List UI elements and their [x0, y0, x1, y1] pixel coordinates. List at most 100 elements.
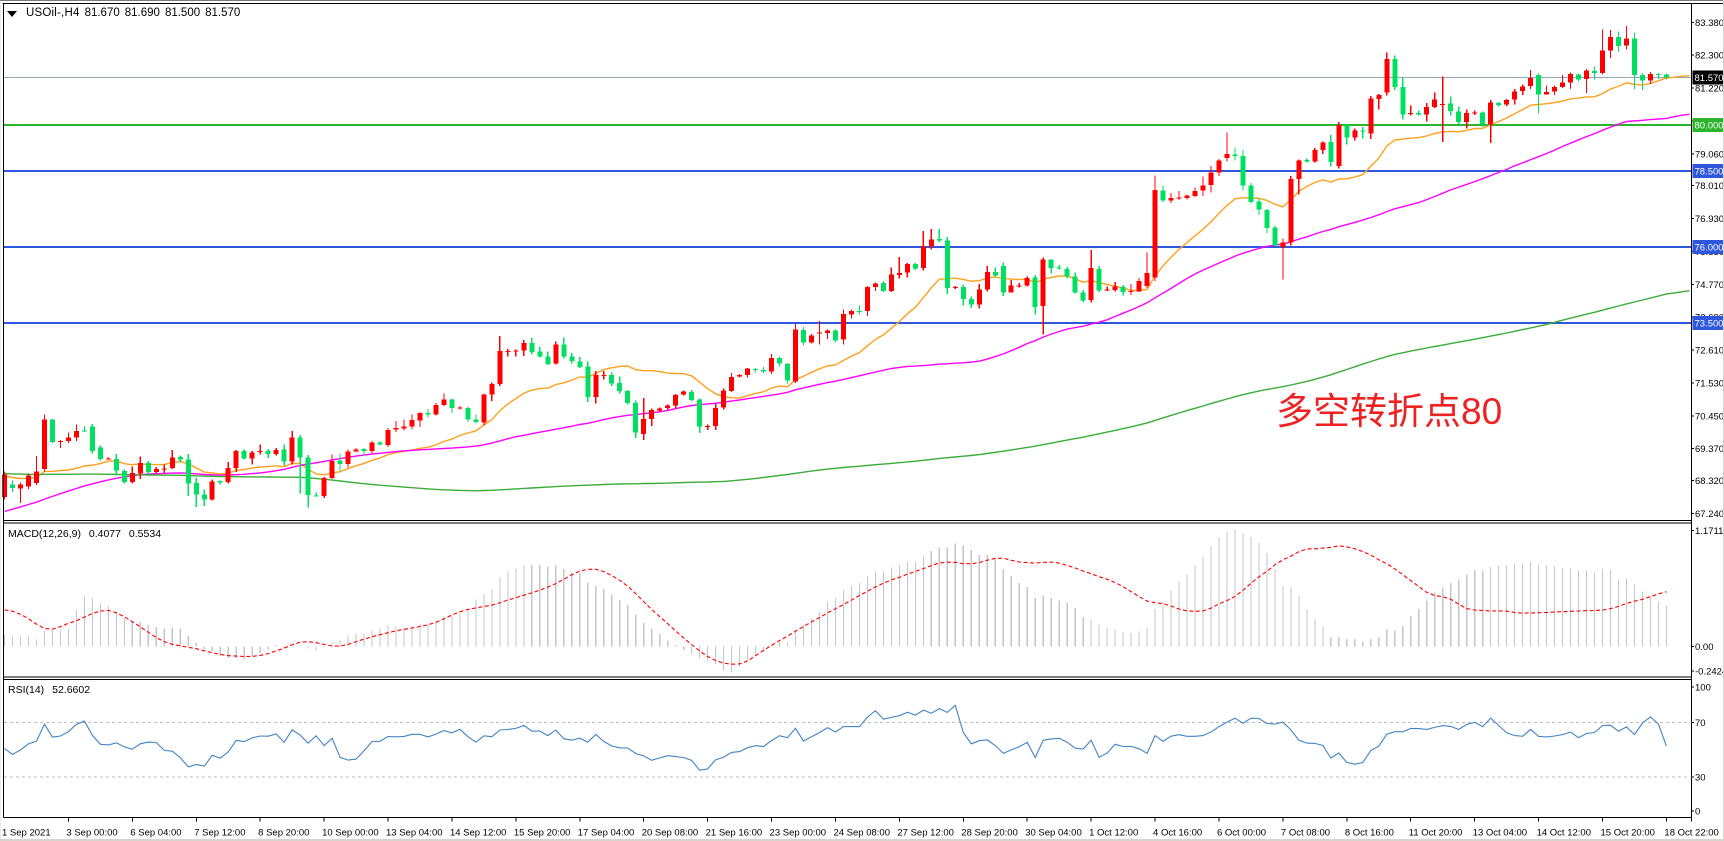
chart-header: USOil-,H4 81.670 81.690 81.500 81.570: [7, 7, 240, 19]
candle-body: [481, 394, 487, 423]
macd-pane: 1.1711 0.00 -0.2424: [3, 526, 1724, 677]
candle-body: [1592, 70, 1598, 74]
candle-body: [65, 437, 71, 442]
candle-body: [1392, 58, 1398, 88]
candle-body: [1568, 74, 1574, 83]
candle-body: [1224, 154, 1230, 159]
symbol-timeframe-label: USOil-,H4: [26, 7, 80, 19]
price-axis-label: 68.320: [1695, 476, 1724, 487]
candle-body: [329, 461, 335, 479]
candle-body: [1152, 189, 1158, 278]
candle-body: [457, 407, 463, 409]
candle-body: [1056, 267, 1062, 269]
candle-body: [129, 473, 135, 483]
candle-body: [641, 418, 647, 434]
rsi-axis-label: 100: [1695, 683, 1711, 694]
quote-close: 81.570: [205, 7, 241, 19]
candle-body: [864, 287, 870, 312]
candle-body: [1008, 285, 1014, 293]
candle-body: [201, 494, 207, 500]
candle-body: [193, 483, 199, 495]
time-axis-label: 28 Sep 20:00: [961, 828, 1018, 839]
candle-body: [960, 286, 966, 300]
quote-low: 81.500: [164, 7, 201, 19]
time-axis-label: 6 Sep 04:00: [130, 828, 181, 839]
candle-body: [393, 427, 399, 430]
candle-body: [697, 399, 703, 427]
candle-body: [1456, 111, 1462, 123]
rsi-pane: 100 70 30 0: [4, 683, 1711, 818]
price-axis: 83.38082.30081.22080.14079.06078.01076.9…: [1691, 18, 1724, 520]
candle-body: [856, 311, 862, 313]
candle-body: [1520, 86, 1526, 91]
candle-body: [1360, 130, 1366, 132]
candle-body: [1576, 74, 1582, 80]
macd-signal-line: [4, 545, 1667, 665]
time-axis-label: 21 Sep 16:00: [706, 828, 763, 839]
candle-body: [465, 407, 471, 420]
time-axis-label: 3 Sep 00:00: [66, 828, 117, 839]
candle-body: [1552, 86, 1558, 92]
candle-body: [1384, 58, 1390, 93]
time-axis-label: 8 Oct 16:00: [1345, 828, 1394, 839]
macd-indicator-caption: MACD(12,26,9) 0.4077 0.5534: [8, 528, 161, 540]
level-price-tag: [1692, 163, 1724, 178]
candle-body: [896, 272, 902, 275]
candle-body: [377, 442, 383, 445]
candle-body: [1560, 82, 1566, 87]
candle-body: [777, 358, 783, 364]
candle-body: [729, 376, 735, 392]
candle-body: [153, 469, 159, 472]
candle-body: [1184, 195, 1190, 198]
candle-body: [1136, 280, 1142, 292]
candle-body: [1336, 124, 1342, 166]
candle-body: [1480, 112, 1486, 125]
candle-body: [1216, 160, 1222, 173]
candle-body: [1088, 268, 1094, 301]
candle-body: [537, 351, 543, 357]
candle-body: [801, 329, 806, 343]
candle-body: [449, 399, 455, 409]
time-axis-label: 7 Oct 08:00: [1281, 828, 1330, 839]
candle-body: [1280, 242, 1286, 247]
candle-body: [968, 298, 974, 305]
price-axis-label: 74.770: [1695, 280, 1724, 291]
chart-text-annotation: 多空转折点80: [1276, 391, 1503, 432]
candle-body: [681, 391, 687, 395]
candle-body: [1496, 102, 1502, 106]
candle-body: [1256, 201, 1262, 210]
candle-body: [337, 460, 343, 464]
bid-price-tag: [1692, 70, 1724, 85]
candle-body: [880, 283, 886, 291]
candle-body: [1320, 142, 1326, 151]
candle-body: [297, 437, 303, 458]
candle-body: [1615, 36, 1621, 47]
candle-body: [753, 368, 759, 371]
candle-body: [1304, 160, 1310, 162]
candle-body: [185, 459, 191, 484]
candle-body: [1607, 36, 1613, 51]
candle-body: [361, 448, 367, 451]
rsi-value: 52.6602: [52, 684, 91, 696]
time-axis-label: 23 Sep 00:00: [770, 828, 827, 839]
level-price-tag: [1692, 315, 1724, 330]
candle-body: [17, 484, 23, 489]
candle-body: [473, 419, 479, 422]
candle-body: [1072, 276, 1078, 293]
price-axis-label: 76.930: [1695, 214, 1724, 225]
candle-body: [1544, 91, 1550, 95]
chart-menu-dropdown-icon[interactable]: [7, 10, 17, 17]
candle-body: [321, 478, 327, 496]
candle-body: [545, 356, 551, 364]
candle-body: [1504, 99, 1510, 105]
candle-body: [577, 361, 583, 367]
time-axis-label: 4 Oct 16:00: [1153, 828, 1202, 839]
candle-body: [912, 264, 918, 269]
candle-body: [824, 330, 830, 333]
candle-body: [169, 457, 175, 469]
candle-body: [1631, 38, 1637, 75]
ma-mid-line: [4, 113, 1690, 513]
candle-body: [1528, 77, 1534, 87]
time-axis-label: 13 Sep 04:00: [386, 828, 443, 839]
